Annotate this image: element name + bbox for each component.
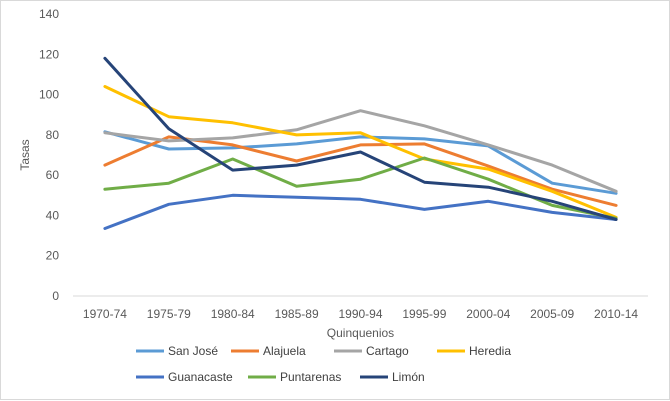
x-tick-label: 1990-94 [338, 307, 382, 321]
legend-item: Guanacaste [136, 370, 233, 384]
x-axis-title: Quinquenios [327, 326, 394, 340]
y-tick-label: 140 [39, 7, 59, 21]
y-tick-label: 60 [46, 168, 60, 182]
x-tick-label: 2010-14 [594, 307, 638, 321]
x-tick-label: 1995-99 [402, 307, 446, 321]
y-tick-label: 0 [52, 289, 59, 303]
series-line-cartago [103, 109, 618, 193]
y-axis-title: Tasas [18, 139, 32, 170]
series-line-heredia [103, 85, 618, 219]
legend-label: San José [168, 344, 218, 358]
legend-item: San José [136, 344, 218, 358]
y-tick-label: 20 [46, 249, 60, 263]
legend-item: Heredia [437, 344, 511, 358]
axes: 0 20 40 60 80 100 120 140 1970-74 1975-79 1980-84 1… [39, 7, 648, 321]
legend-label: Alajuela [263, 344, 306, 358]
y-tick-label: 100 [39, 88, 59, 102]
legend: San José Alajuela Cartago Heredia Guanacaste… [136, 344, 511, 384]
legend-label: Guanacaste [168, 370, 233, 384]
series-line-lim-n [103, 56, 618, 221]
y-tick-label: 120 [39, 47, 59, 61]
x-tick-label: 2005-09 [530, 307, 574, 321]
legend-item: Alajuela [231, 344, 306, 358]
legend-item: Cartago [334, 344, 409, 358]
series-lines [103, 56, 618, 230]
legend-item: Limón [360, 370, 425, 384]
y-tick-label: 80 [46, 128, 60, 142]
series-line-guanacaste [103, 193, 618, 230]
legend-label: Limón [392, 370, 425, 384]
legend-label: Puntarenas [280, 370, 341, 384]
y-tick-label: 40 [46, 208, 60, 222]
x-tick-label: 1975-79 [147, 307, 191, 321]
x-tick-label: 1980-84 [211, 307, 255, 321]
legend-label: Cartago [366, 344, 409, 358]
legend-item: Puntarenas [248, 370, 341, 384]
series-line-san-jos- [103, 130, 618, 195]
x-tick-label: 2000-04 [466, 307, 510, 321]
x-tick-label: 1970-74 [83, 307, 127, 321]
legend-label: Heredia [469, 344, 511, 358]
x-tick-label: 1985-89 [275, 307, 319, 321]
series-line-alajuela [103, 135, 618, 207]
